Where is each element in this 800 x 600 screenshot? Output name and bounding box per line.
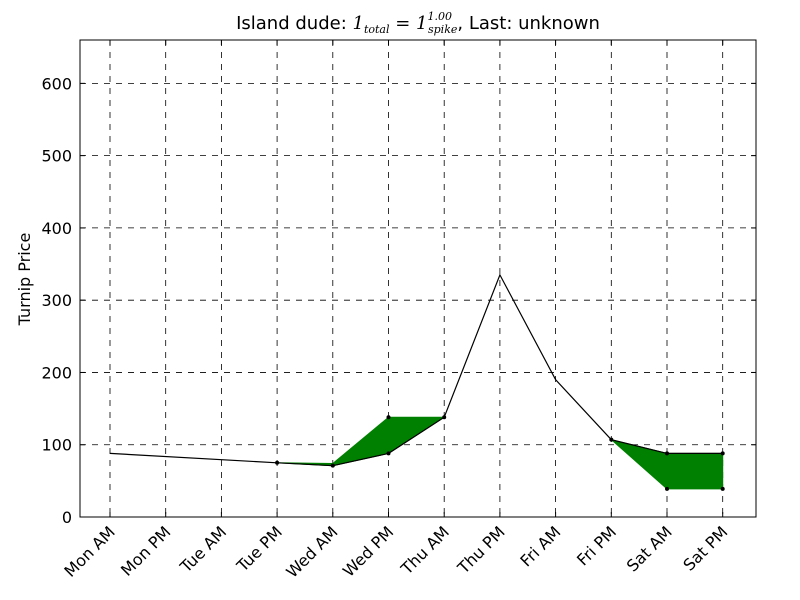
data-point: [720, 486, 725, 491]
data-point: [609, 437, 614, 442]
y-tick-label: 0: [62, 508, 72, 527]
y-axis-ticks: 0 100 200 300 400 500 600: [41, 74, 756, 527]
data-point: [386, 415, 391, 420]
y-tick-label: 500: [41, 147, 72, 166]
data-point: [275, 460, 280, 465]
data-point: [665, 451, 669, 456]
plot-border: [79, 39, 757, 518]
title-prefix: Island dude:: [236, 13, 352, 34]
data-point: [330, 463, 335, 468]
title-math-sub-total: total: [364, 23, 390, 36]
title-math-base: 1: [353, 13, 364, 34]
data-point: [442, 415, 447, 420]
title-math-sup: 1.00: [427, 10, 452, 23]
data-markers: [275, 415, 725, 491]
title-math-sub-spike: spike: [428, 23, 458, 36]
grid: [80, 40, 756, 517]
data-point: [386, 451, 391, 456]
data-point: [665, 486, 669, 491]
data-point: [720, 451, 725, 456]
y-tick-label: 400: [41, 219, 72, 238]
y-tick-label: 600: [41, 74, 72, 93]
plot-frame: [79, 39, 757, 518]
title-suffix: , Last: unknown: [457, 13, 600, 34]
title-math-equals: = 1: [390, 13, 428, 34]
y-tick-label: 100: [41, 436, 72, 455]
y-tick-label: 300: [41, 291, 72, 310]
series-line: [109, 273, 723, 467]
y-tick-label: 200: [41, 363, 72, 382]
y-axis-label: Turnip Price: [15, 233, 34, 327]
series-line-path: [109, 273, 723, 467]
chart-title: Island dude: 1total = 11.00 spike, Last: …: [236, 10, 600, 36]
